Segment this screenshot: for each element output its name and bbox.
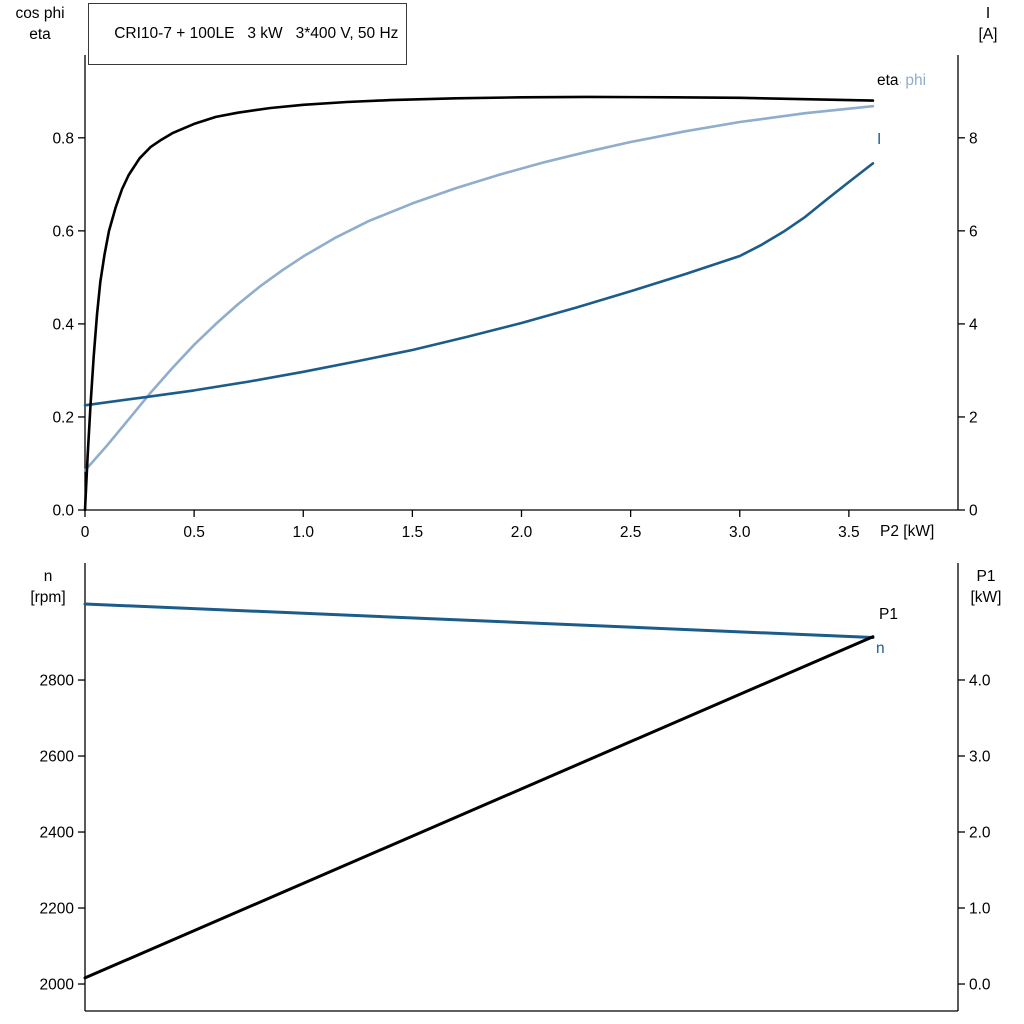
left-tick-label: 0.6 <box>52 223 74 240</box>
upper-right-axis-title-line1: I <box>985 5 991 22</box>
upper-right-axis-title-line2: [A] <box>978 26 998 43</box>
n-curve-label: n <box>876 640 885 657</box>
curve-n <box>83 602 875 639</box>
left-tick-label: 2600 <box>40 749 75 766</box>
current-curve-label: I <box>877 131 882 148</box>
x-tick-label: 1.5 <box>402 524 424 541</box>
right-tick-label: 6 <box>969 223 978 240</box>
left-tick-label: 2400 <box>40 825 75 842</box>
lower-left-axis-title-line2: [rpm] <box>30 589 66 606</box>
left-tick-label: 2800 <box>40 673 75 690</box>
x-tick-label: 1.0 <box>292 524 314 541</box>
lower-right-axis-title: P1 [kW] <box>960 566 1012 608</box>
left-tick-label: 2000 <box>40 977 75 994</box>
right-tick-label: 8 <box>969 130 978 147</box>
upper-left-axis-title: cos phi eta <box>4 3 76 45</box>
x-tick-label: 0 <box>81 524 90 541</box>
left-tick-label: 0.4 <box>52 316 74 333</box>
eta-curve-label: eta <box>877 72 900 89</box>
left-tick-label: 2200 <box>40 901 75 918</box>
right-tick-label: 4.0 <box>969 672 991 689</box>
x-tick-label: 0.5 <box>183 524 205 541</box>
left-tick-label: 0.2 <box>52 409 74 426</box>
upper-right-axis-title: I [A] <box>966 3 1010 45</box>
x-tick-label: 2.0 <box>511 524 533 541</box>
upper-chart: 0.0 0.2 0.4 0.6 0.8 0 2 4 6 8 0 0.5 1.0 1.5 2.0 2.5 3.0 3… <box>52 55 978 541</box>
right-tick-label: 3.0 <box>969 748 991 765</box>
p1-curve-label: P1 <box>879 606 898 623</box>
lower-right-axis-title-line1: P1 <box>976 568 996 585</box>
upper-left-axis-title-line2: eta <box>29 26 51 43</box>
curve-P1 <box>83 635 875 980</box>
right-tick-label: 1.0 <box>969 901 991 918</box>
right-tick-label: 2 <box>969 409 978 426</box>
upper-left-axis-title-line1: cos phi <box>15 5 65 22</box>
lower-chart: 2000 2200 2400 2600 2800 0.0 1.0 2.0 3.0 4.0 <box>40 563 991 1012</box>
lower-left-axis-title: n [rpm] <box>20 566 76 608</box>
left-tick-label: 0.0 <box>52 503 74 520</box>
right-tick-label: 0.0 <box>969 977 991 994</box>
x-tick-label: 3.5 <box>838 524 860 541</box>
chart-title-box: CRI10-7 + 100LE 3 kW 3*400 V, 50 Hz <box>88 3 408 65</box>
curve-I <box>83 162 875 407</box>
x-axis-title: P2 [kW] <box>880 523 935 540</box>
curve-cos-phi <box>83 104 875 472</box>
x-tick-label: 3.0 <box>729 524 751 541</box>
left-tick-label: 0.8 <box>52 130 74 147</box>
right-tick-label: 2.0 <box>969 824 991 841</box>
chart-title: CRI10-7 + 100LE 3 kW 3*400 V, 50 Hz <box>114 25 399 42</box>
right-tick-label: 0 <box>969 503 978 520</box>
right-tick-label: 4 <box>969 316 978 333</box>
curve-eta <box>83 95 875 512</box>
lower-right-axis-title-line2: [kW] <box>970 589 1002 606</box>
lower-left-axis-title-line1: n <box>43 568 53 585</box>
x-tick-label: 2.5 <box>620 524 642 541</box>
